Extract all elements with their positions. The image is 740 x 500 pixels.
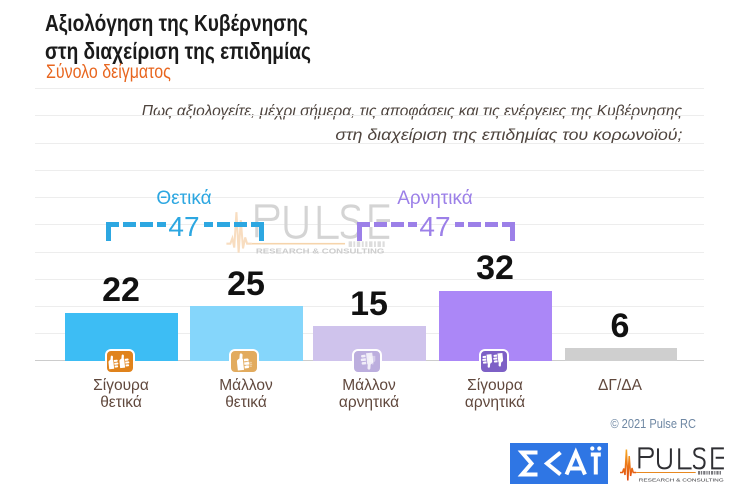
svg-text:RESEARCH & CONSULTING: RESEARCH & CONSULTING <box>639 477 724 482</box>
svg-text:RESEARCH & CONSULTING: RESEARCH & CONSULTING <box>256 249 385 256</box>
